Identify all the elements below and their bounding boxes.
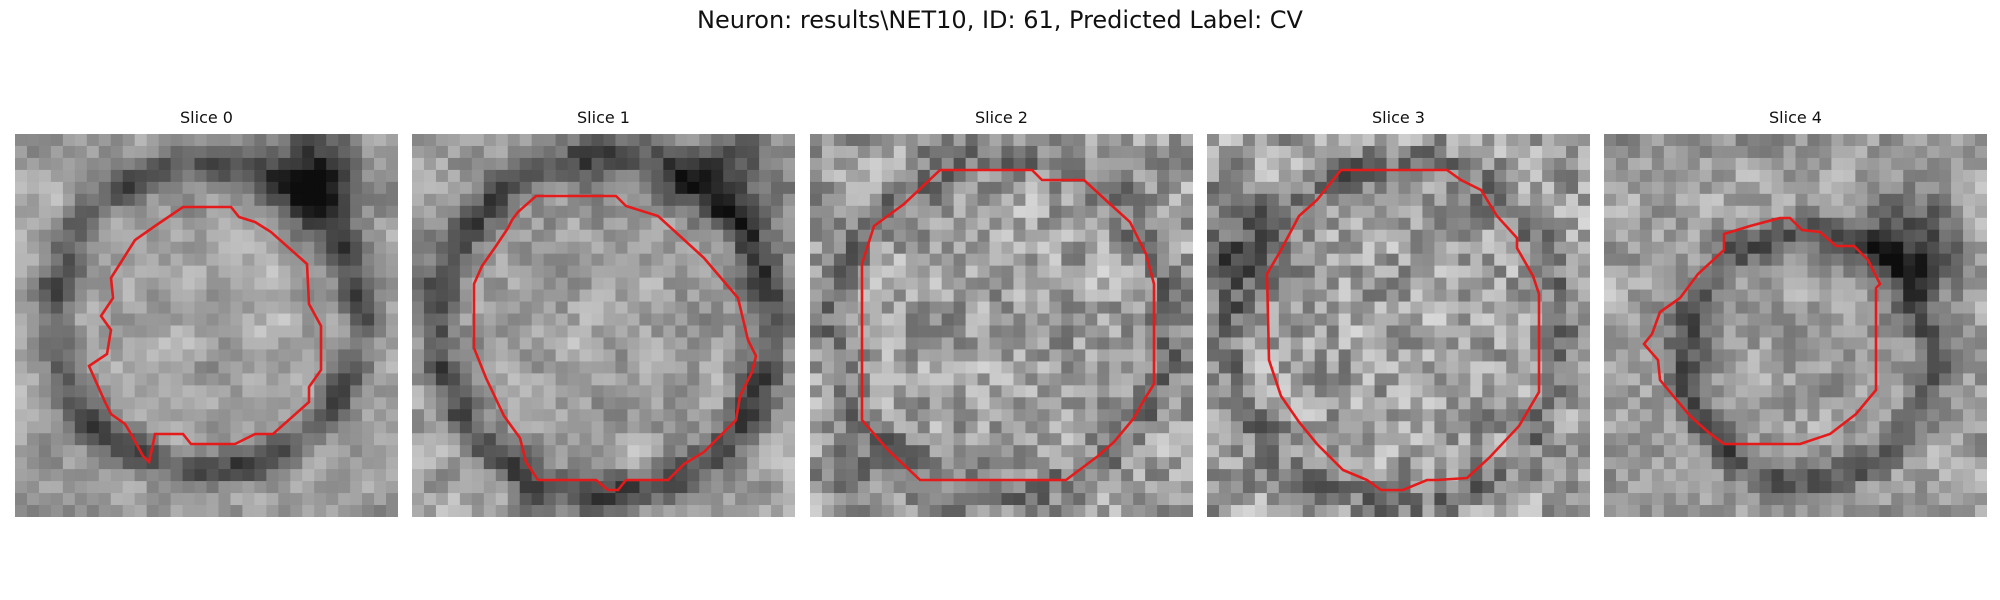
slice-image	[412, 134, 795, 517]
slice-title: Slice 3	[1372, 108, 1425, 127]
slice-image	[1207, 134, 1590, 517]
slice-image	[15, 134, 398, 517]
slice-title: Slice 2	[975, 108, 1028, 127]
microscopy-texture	[1207, 134, 1590, 517]
slice-image	[810, 134, 1193, 517]
slice-panel-4: Slice 4	[1604, 108, 1987, 518]
segmentation-contour	[860, 168, 1156, 482]
slice-panel-3: Slice 3	[1207, 108, 1590, 518]
microscopy-texture	[15, 134, 398, 517]
slice-title: Slice 1	[577, 108, 630, 127]
microscopy-texture	[810, 134, 1193, 517]
segmentation-contour	[472, 194, 758, 492]
segmentation-contour	[87, 205, 323, 465]
slice-title: Slice 4	[1769, 108, 1822, 127]
slice-panel-0: Slice 0	[15, 108, 398, 518]
microscopy-texture	[1604, 134, 1987, 517]
slice-panel-2: Slice 2	[810, 108, 1193, 518]
figure-title: Neuron: results\NET10, ID: 61, Predicted…	[697, 6, 1303, 34]
slice-panel-1: Slice 1	[412, 108, 795, 518]
microscopy-texture	[412, 134, 795, 517]
segmentation-contour	[1642, 216, 1882, 446]
slice-title: Slice 0	[180, 108, 233, 127]
slice-image	[1604, 134, 1987, 517]
segmentation-contour	[1265, 168, 1541, 492]
